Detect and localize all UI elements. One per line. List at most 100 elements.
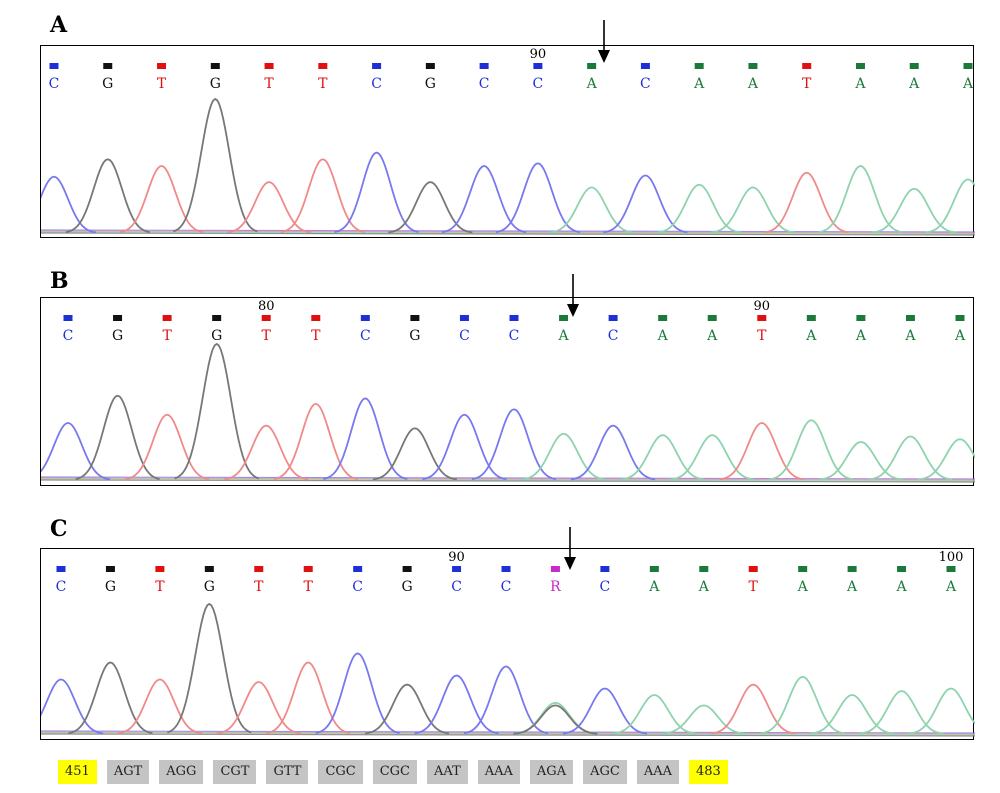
codon-box: AAA	[477, 760, 520, 784]
peak-t-14	[711, 683, 796, 735]
base-call-4: T	[254, 579, 264, 595]
peak-t-2	[124, 413, 210, 481]
base-marker-6	[360, 315, 370, 321]
peak-a-16	[818, 440, 903, 481]
base-call-4: T	[264, 76, 274, 92]
base-call-15: A	[805, 328, 817, 344]
base-call-0: C	[63, 328, 74, 344]
base-marker-1	[103, 63, 113, 69]
base-marker-11	[608, 315, 618, 321]
base-call-16: A	[908, 76, 920, 92]
peak-c-0	[41, 421, 111, 481]
peak-c-11	[562, 687, 648, 735]
peak-c-0	[41, 175, 97, 234]
base-marker-18	[955, 315, 965, 321]
baseline-trace-a	[41, 732, 975, 736]
base-call-12: A	[648, 579, 660, 595]
chromatogram-svg-a: C G T G T T C G C C A C A A T A A A 90	[41, 47, 975, 236]
base-marker-1	[113, 315, 123, 321]
base-call-2: T	[162, 328, 172, 344]
arrow-down-icon	[567, 274, 579, 317]
peak-a-10	[549, 186, 634, 234]
base-marker-13	[707, 315, 717, 321]
peak-c-8	[414, 674, 499, 735]
peak-c-6	[334, 151, 419, 233]
base-call-3: G	[210, 76, 221, 92]
base-call-3: G	[204, 579, 215, 595]
base-marker-3	[210, 63, 220, 69]
position-label: 90	[754, 299, 771, 314]
base-marker-13	[748, 63, 758, 69]
base-marker-7	[402, 566, 412, 572]
base-call-13: A	[747, 76, 759, 92]
base-call-8: C	[451, 579, 462, 595]
base-marker-12	[658, 315, 668, 321]
base-marker-17	[963, 63, 973, 69]
peak-a-16	[872, 187, 957, 234]
base-call-17: A	[962, 76, 974, 92]
base-marker-11	[640, 63, 650, 69]
baseline-trace-a	[41, 478, 975, 482]
codon-box: CGC	[318, 760, 363, 784]
baseline-trace-g	[41, 479, 975, 483]
base-marker-17	[905, 315, 915, 321]
peak-t-4	[224, 424, 309, 481]
codon-box: AGG	[159, 760, 204, 784]
base-marker-13	[699, 566, 709, 572]
peak-g-1	[68, 661, 153, 735]
base-marker-4	[261, 315, 271, 321]
base-marker-0	[49, 63, 59, 69]
base-call-14: T	[802, 76, 812, 92]
base-call-18: A	[954, 328, 966, 344]
peak-c-11	[570, 424, 656, 481]
base-marker-18	[946, 566, 956, 572]
baseline-trace-g	[41, 232, 975, 236]
peak-t-2	[119, 165, 204, 234]
peak-g-7	[388, 181, 473, 234]
base-call-7: G	[425, 76, 436, 92]
peak-t-2	[117, 678, 203, 735]
base-call-10: R	[550, 579, 561, 595]
peak-a-18	[917, 438, 975, 481]
base-marker-14	[748, 566, 758, 572]
base-call-3: G	[211, 328, 222, 344]
base-marker-2	[162, 315, 172, 321]
base-call-5: T	[318, 76, 328, 92]
panel-label-b: B	[50, 268, 69, 294]
base-call-15: A	[854, 76, 866, 92]
peak-g-overlap-10	[513, 704, 598, 735]
peak-c-6	[323, 397, 408, 480]
peak-a-13	[710, 186, 796, 234]
base-call-6: C	[360, 328, 371, 344]
peak-a-17	[859, 690, 944, 735]
base-call-11: C	[640, 76, 651, 92]
base-marker-4	[264, 63, 274, 69]
peak-t-14	[764, 171, 849, 234]
peak-g-7	[364, 683, 450, 735]
peak-a-13	[661, 704, 746, 735]
base-call-7: G	[402, 579, 413, 595]
position-label: 80	[258, 299, 275, 314]
base-marker-12	[649, 566, 659, 572]
base-call-10: A	[557, 328, 569, 344]
peak-a-12	[620, 434, 705, 481]
base-call-12: A	[657, 328, 669, 344]
codon-box: GTT	[266, 760, 309, 784]
base-marker-10	[559, 315, 569, 321]
peak-a-16	[809, 694, 895, 735]
panel-label-c: C	[50, 516, 68, 542]
base-call-9: C	[533, 76, 544, 92]
base-marker-14	[757, 315, 767, 321]
base-marker-10	[587, 63, 597, 69]
codon-strip: 451 AGT AGG CGT GTT CGC CGC AAT AAA AGA AGC AAA 483	[58, 760, 728, 784]
base-call-0: C	[49, 76, 60, 92]
base-marker-14	[802, 63, 812, 69]
base-marker-3	[204, 566, 214, 572]
peak-a-15	[769, 419, 854, 481]
peak-a-13	[670, 434, 755, 481]
chromatogram-panel-a: C G T G T T C G C C A C A A T A A A 90	[40, 45, 975, 238]
base-marker-5	[303, 566, 313, 572]
base-marker-8	[459, 315, 469, 321]
panel-label-a: A	[50, 12, 68, 38]
peak-c-9	[471, 408, 557, 481]
